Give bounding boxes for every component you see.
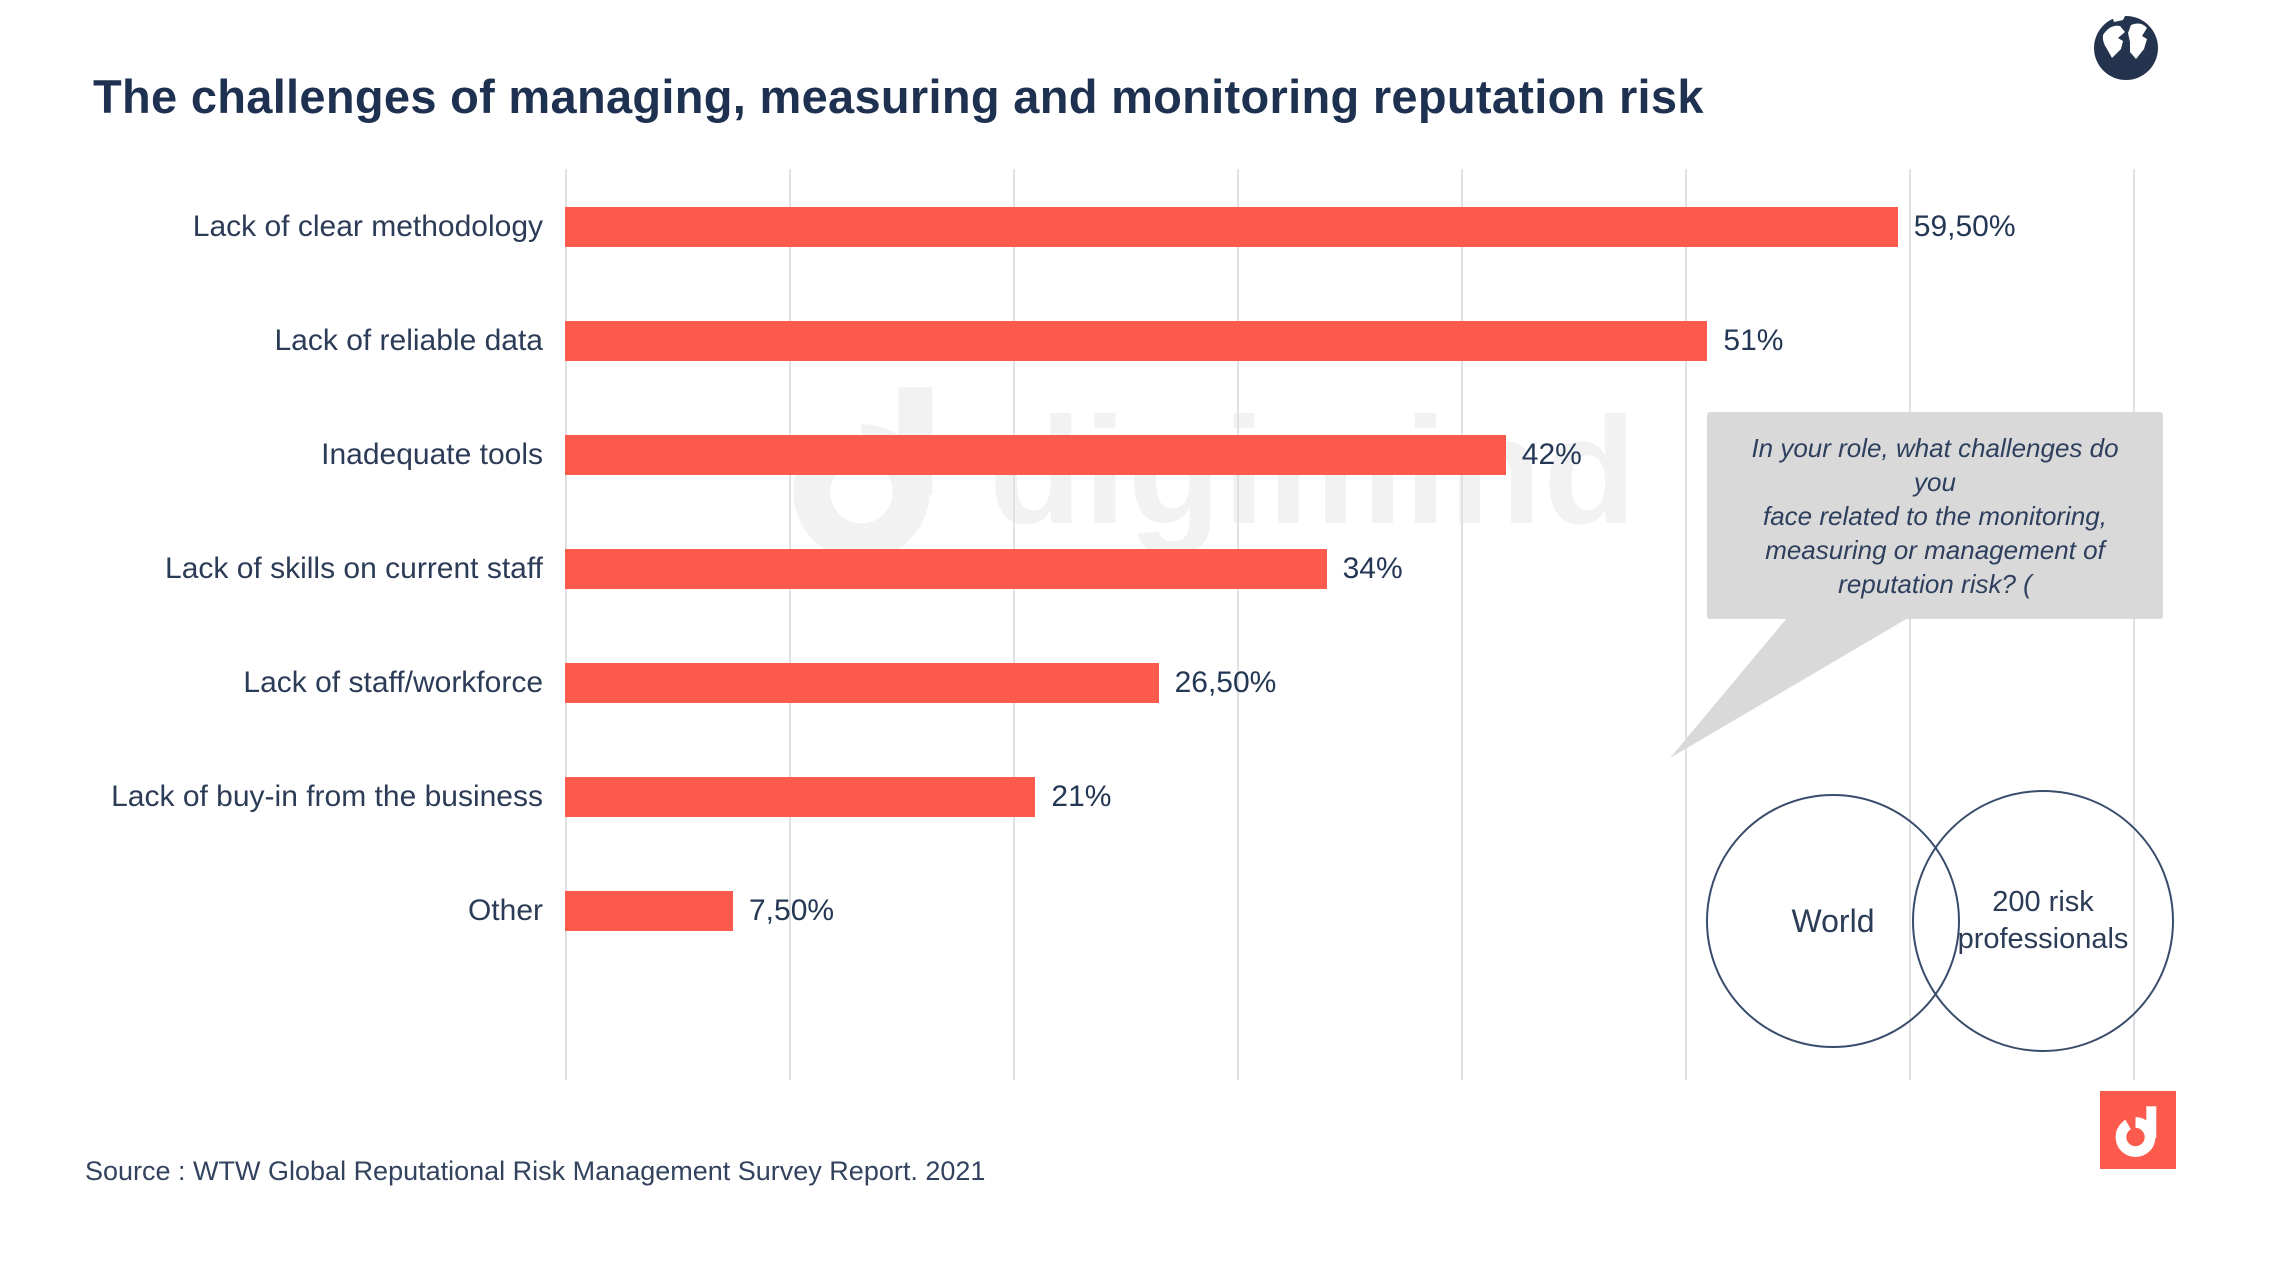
bar bbox=[565, 435, 1506, 475]
bar bbox=[565, 207, 1898, 247]
gridline bbox=[1237, 169, 1239, 1080]
category-label: Lack of staff/workforce bbox=[243, 666, 543, 699]
category-label: Lack of reliable data bbox=[274, 324, 543, 357]
survey-question-bubble: In your role, what challenges do you fac… bbox=[1707, 412, 2163, 619]
gridline bbox=[1461, 169, 1463, 1080]
category-label: Lack of skills on current staff bbox=[165, 552, 543, 585]
bar bbox=[565, 549, 1327, 589]
bubble-tail bbox=[1650, 612, 1940, 772]
survey-question-text: In your role, what challenges do you fac… bbox=[1751, 432, 2119, 599]
gridline bbox=[565, 169, 567, 1080]
venn-world-label: World bbox=[1791, 902, 1875, 939]
value-label: 51% bbox=[1723, 324, 1784, 357]
value-label: 26,50% bbox=[1174, 666, 1277, 699]
gridline bbox=[789, 169, 791, 1080]
venn-respondents-label: 200 risk professionals bbox=[1957, 886, 2129, 955]
value-label: 59,50% bbox=[1913, 210, 2016, 243]
globe-icon bbox=[2092, 14, 2160, 82]
page-title: The challenges of managing, measuring an… bbox=[93, 70, 1704, 124]
category-label: Lack of buy-in from the business bbox=[111, 780, 543, 813]
bar bbox=[565, 663, 1159, 703]
category-label: Inadequate tools bbox=[321, 438, 543, 471]
value-label: 7,50% bbox=[749, 894, 835, 927]
value-label: 21% bbox=[1051, 780, 1112, 813]
venn-circle-respondents: 200 risk professionals bbox=[1912, 790, 2174, 1052]
bar bbox=[565, 321, 1708, 361]
bar bbox=[565, 891, 733, 931]
category-label: Lack of clear methodology bbox=[192, 210, 543, 243]
value-label: 42% bbox=[1521, 438, 1582, 471]
gridline bbox=[2133, 169, 2135, 1080]
category-label: Other bbox=[467, 894, 543, 927]
bar bbox=[565, 777, 1036, 817]
value-label: 34% bbox=[1342, 552, 1403, 585]
gridline bbox=[1685, 169, 1687, 1080]
gridline bbox=[1909, 169, 1911, 1080]
gridline bbox=[1013, 169, 1015, 1080]
source-note: Source : WTW Global Reputational Risk Ma… bbox=[85, 1156, 986, 1186]
digimind-logo bbox=[2100, 1091, 2176, 1169]
